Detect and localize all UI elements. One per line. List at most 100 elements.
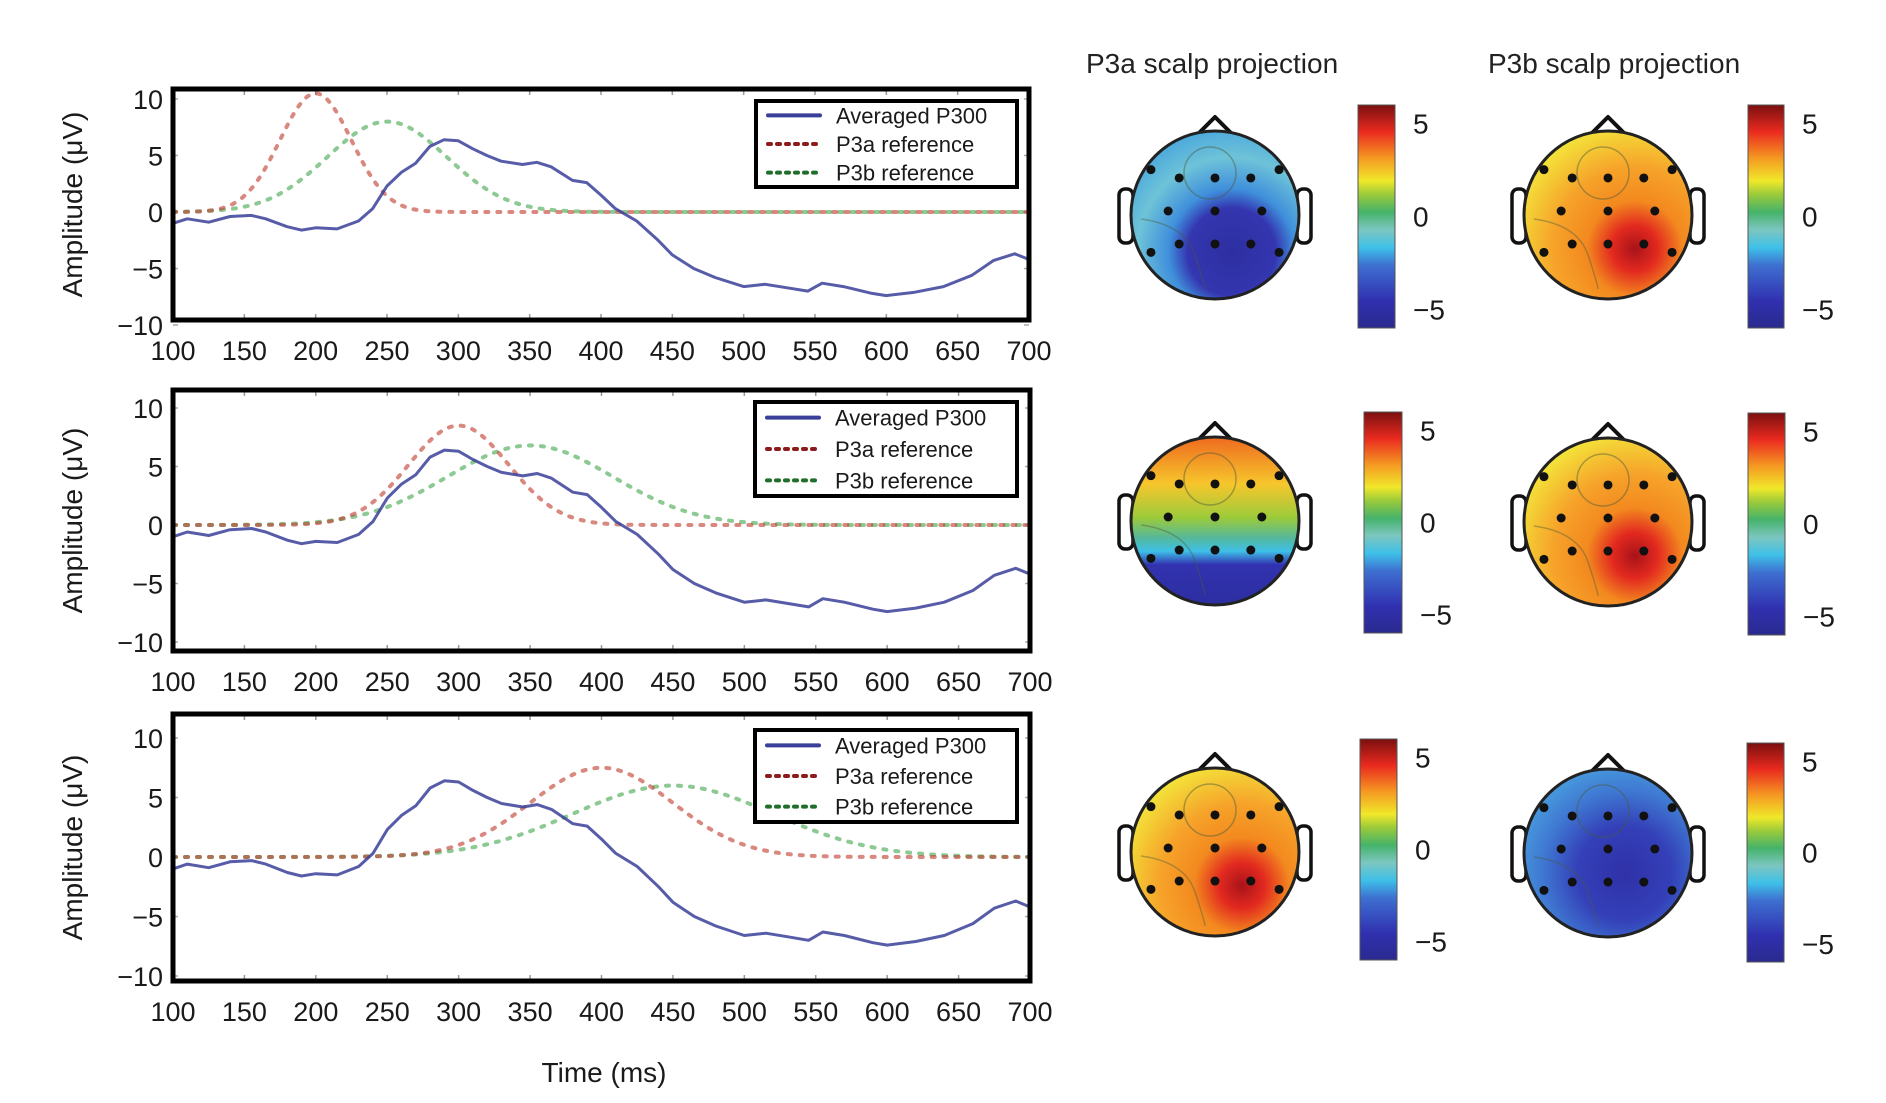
electrode-dot: [1568, 480, 1577, 489]
colorbar-tick-label: 0: [1802, 838, 1818, 869]
x-tick-label: 500: [721, 336, 766, 366]
p3a-column-title: P3a scalp projection: [1086, 48, 1338, 80]
x-tick-label: 600: [865, 667, 910, 697]
electrode-dot: [1175, 546, 1184, 555]
electrode-dot: [1246, 877, 1255, 886]
legend-label: P3a reference: [835, 437, 973, 462]
x-tick-label: 300: [436, 336, 481, 366]
colorbar-tick-label: −5: [1413, 294, 1445, 325]
electrode-dot: [1211, 513, 1220, 522]
electrode-dot: [1246, 479, 1255, 488]
x-tick-label: 250: [365, 667, 410, 697]
electrode-dot: [1211, 546, 1220, 555]
x-tick-label: 650: [935, 336, 980, 366]
y-tick-label: −5: [132, 903, 163, 933]
electrode-dot: [1257, 844, 1266, 853]
electrode-dot: [1275, 248, 1284, 257]
colorbar-tick-label: 5: [1802, 109, 1818, 140]
y-tick-label: 0: [148, 843, 163, 873]
y-tick-label: 10: [133, 85, 163, 115]
electrode-dot: [1175, 810, 1184, 819]
x-axis-label: Time (ms): [542, 1057, 667, 1088]
x-tick-label: 200: [293, 997, 338, 1027]
scalp-map-p3b-1: 50−5: [1512, 105, 1834, 328]
colorbar-tick-label: 5: [1415, 742, 1431, 773]
x-tick-label: 450: [650, 997, 695, 1027]
x-tick-label: 150: [222, 997, 267, 1027]
x-tick-label: 700: [1007, 667, 1052, 697]
electrode-dot: [1275, 165, 1284, 174]
electrode-dot: [1650, 514, 1659, 523]
electrode-dot: [1539, 472, 1548, 481]
electrode-dot: [1539, 886, 1548, 895]
colorbar-tick-label: 0: [1803, 509, 1819, 540]
y-tick-label: 5: [148, 142, 163, 172]
electrode-dot: [1568, 240, 1577, 249]
colorbar: [1747, 743, 1784, 962]
electrode-dot: [1668, 803, 1677, 812]
colorbar-tick-label: −5: [1803, 602, 1835, 633]
legend-label: P3a reference: [836, 132, 974, 157]
x-tick-label: 500: [722, 997, 767, 1027]
colorbar-tick-label: −5: [1415, 927, 1447, 958]
electrode-dot: [1539, 803, 1548, 812]
colorbar-tick-label: −5: [1802, 929, 1834, 960]
x-tick-label: 250: [364, 336, 409, 366]
y-tick-label: 10: [133, 394, 163, 424]
colorbar: [1358, 105, 1395, 328]
y-tick-label: 10: [133, 724, 163, 754]
electrode-dot: [1211, 810, 1220, 819]
colorbar: [1748, 105, 1784, 328]
colorbar-tick-label: 5: [1413, 109, 1429, 140]
x-tick-label: 300: [436, 997, 481, 1027]
electrode-dot: [1668, 165, 1677, 174]
x-tick-label: 200: [293, 667, 338, 697]
x-tick-label: 300: [436, 667, 481, 697]
electrode-dot: [1639, 547, 1648, 556]
x-tick-label: 500: [722, 667, 767, 697]
y-tick-label: −5: [132, 570, 163, 600]
electrode-dot: [1650, 207, 1659, 216]
electrode-dot: [1604, 878, 1613, 887]
electrode-dot: [1164, 207, 1173, 216]
electrode-dot: [1650, 845, 1659, 854]
electrode-dot: [1604, 480, 1613, 489]
electrode-dot: [1604, 811, 1613, 820]
electrode-dot: [1604, 845, 1613, 854]
x-tick-label: 400: [578, 336, 623, 366]
electrode-dot: [1539, 248, 1548, 257]
electrode-dot: [1604, 240, 1613, 249]
x-tick-label: 250: [365, 997, 410, 1027]
x-tick-label: 350: [507, 336, 552, 366]
electrode-dot: [1175, 877, 1184, 886]
colorbar-tick-label: −5: [1802, 294, 1834, 325]
x-tick-label: 400: [579, 997, 624, 1027]
x-tick-label: 150: [222, 667, 267, 697]
electrode-dot: [1604, 173, 1613, 182]
colorbar-tick-label: 0: [1415, 835, 1431, 866]
scalp-map-p3b-2: 50−5: [1512, 413, 1835, 635]
p3b-column-title: P3b scalp projection: [1488, 48, 1740, 80]
electrode-dot: [1211, 173, 1220, 182]
electrode-dot: [1246, 240, 1255, 249]
electrode-dot: [1275, 471, 1284, 480]
electrode-dot: [1568, 811, 1577, 820]
legend-label: Averaged P300: [835, 406, 986, 431]
electrode-dot: [1211, 240, 1220, 249]
electrode-dot: [1639, 480, 1648, 489]
scalp-map-p3a-2: 50−5: [1119, 412, 1452, 633]
electrode-dot: [1175, 479, 1184, 488]
x-tick-label: 200: [293, 336, 338, 366]
electrode-dot: [1175, 240, 1184, 249]
electrode-dot: [1639, 240, 1648, 249]
electrode-dot: [1668, 248, 1677, 257]
y-tick-label: −10: [117, 962, 163, 992]
legend-label: P3b reference: [836, 161, 974, 186]
